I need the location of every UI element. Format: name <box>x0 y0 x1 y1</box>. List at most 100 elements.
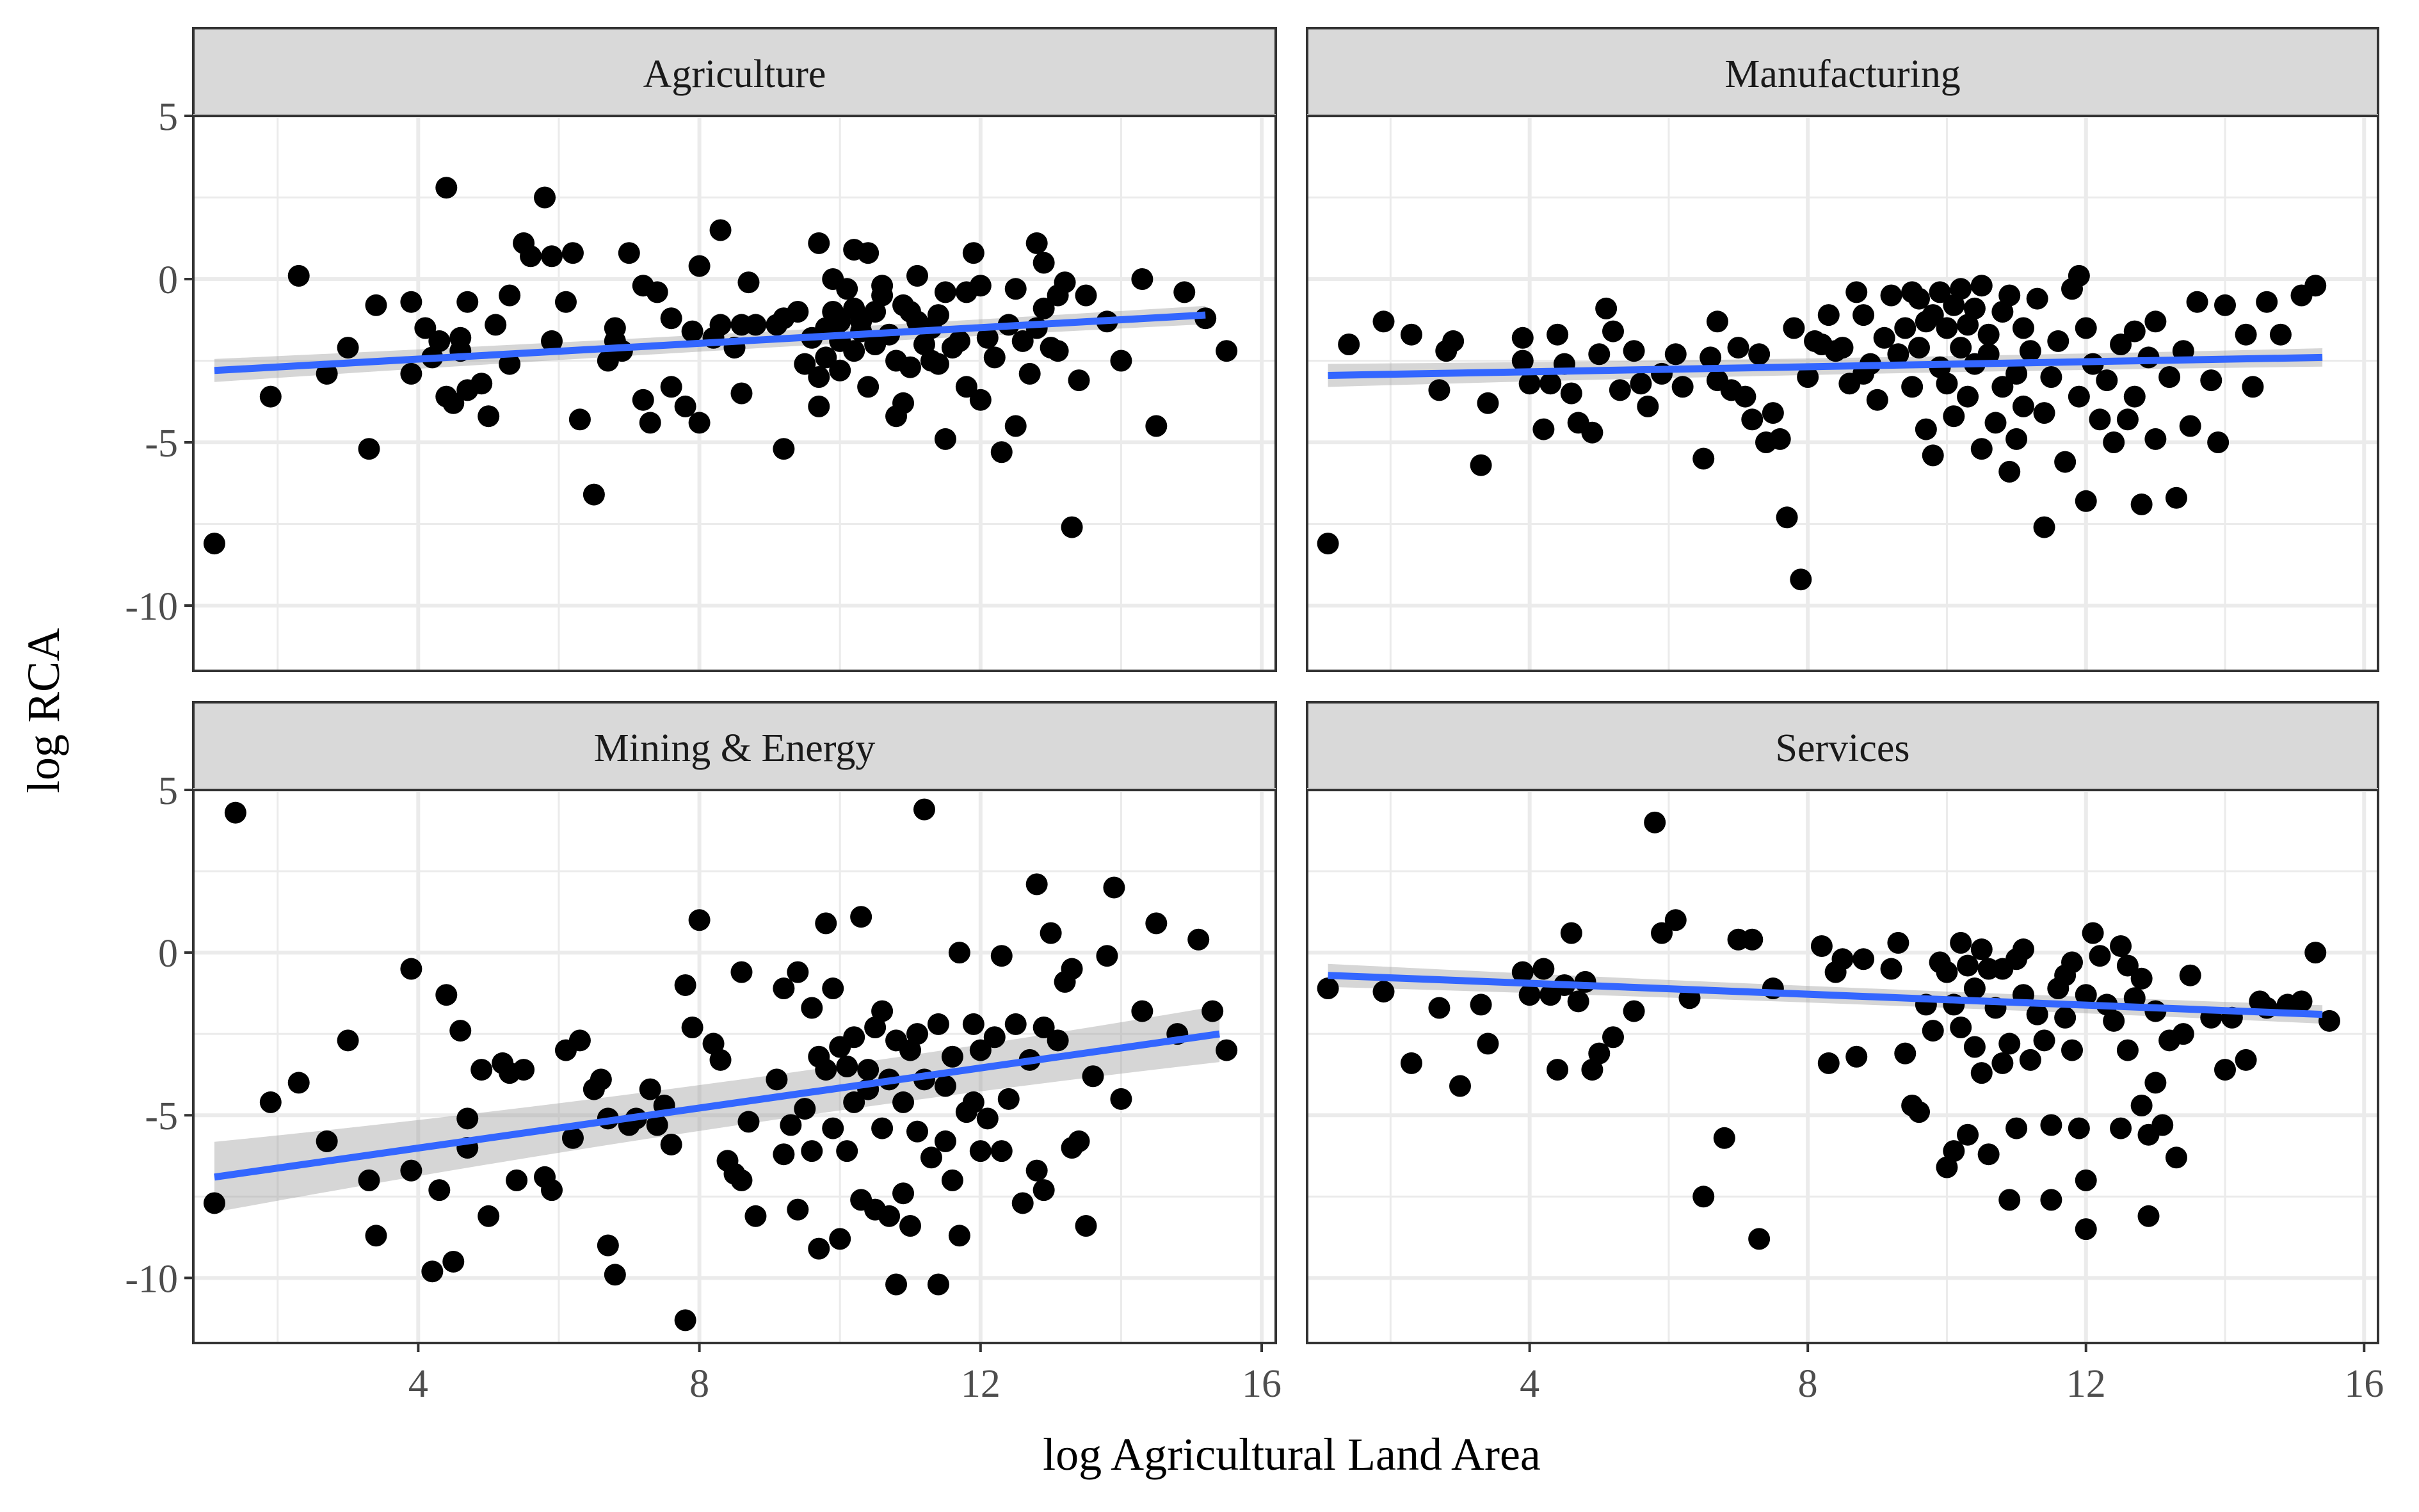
data-point <box>934 1130 956 1152</box>
data-point <box>1970 438 1993 460</box>
data-point <box>2012 395 2034 417</box>
data-point <box>1977 323 2000 346</box>
data-point <box>1449 1075 1471 1097</box>
data-point <box>1004 1013 1027 1035</box>
data-point <box>534 186 556 209</box>
data-point <box>449 1020 472 1042</box>
data-point <box>1943 405 1965 428</box>
data-points <box>1317 264 2327 591</box>
data-point <box>1748 1228 1771 1250</box>
data-point <box>1894 317 1917 339</box>
data-point <box>1991 376 2014 398</box>
data-point <box>259 385 282 408</box>
data-point <box>836 1140 858 1162</box>
data-point <box>646 1114 668 1136</box>
data-point <box>913 334 935 355</box>
data-point <box>1602 1026 1624 1049</box>
facet-strip-label: Mining & Energy <box>594 727 876 770</box>
data-point <box>561 1127 584 1149</box>
data-point <box>2304 942 2327 964</box>
data-point <box>836 1056 858 1077</box>
data-point <box>1845 281 1868 303</box>
data-point <box>1532 418 1555 440</box>
data-point <box>1664 909 1687 931</box>
data-point <box>1852 948 1875 970</box>
data-point <box>470 1059 493 1081</box>
data-point <box>829 1228 851 1250</box>
data-point <box>2290 990 2313 1013</box>
x-tick-label: 16 <box>2344 1362 2384 1406</box>
data-point <box>1943 1140 1965 1162</box>
panel-mining-energy: Mining & Energy 5 0 -5 -10 4 8 12 16 <box>125 701 1282 1406</box>
data-point <box>639 1078 661 1100</box>
data-point <box>2026 1003 2048 1025</box>
data-point <box>590 1068 612 1091</box>
data-point <box>478 405 500 428</box>
data-point <box>1317 977 1339 1000</box>
data-point <box>1970 275 1993 297</box>
data-point <box>744 1205 767 1227</box>
data-point <box>1470 993 1492 1016</box>
data-point <box>927 304 949 326</box>
data-point <box>1998 1189 2021 1211</box>
data-point <box>780 1114 802 1136</box>
data-point <box>1852 304 1875 326</box>
data-point <box>794 1098 816 1120</box>
data-point <box>920 1146 942 1169</box>
data-point <box>400 362 422 385</box>
data-point <box>1998 460 2021 483</box>
data-point <box>934 428 956 450</box>
data-point <box>1216 1039 1238 1061</box>
data-point <box>1033 297 1055 319</box>
data-point <box>2123 385 2146 408</box>
panel-services: Services 4 8 12 16 <box>1306 701 2384 1406</box>
data-point <box>1880 958 1902 980</box>
data-point <box>990 945 1013 967</box>
data-point <box>983 346 1006 369</box>
data-point <box>1922 1020 1944 1042</box>
data-point <box>730 961 753 983</box>
data-point <box>934 281 956 303</box>
y-tick-label: -5 <box>145 422 178 465</box>
data-point <box>2019 1049 2041 1071</box>
data-point <box>2214 1059 2236 1081</box>
data-point <box>1957 314 1979 336</box>
data-point <box>787 961 809 983</box>
data-point <box>941 1169 963 1191</box>
data-point <box>1004 415 1027 437</box>
data-point <box>2144 1072 2167 1094</box>
data-point <box>829 359 851 382</box>
data-point <box>1518 373 1541 395</box>
data-point <box>428 1179 451 1202</box>
data-points <box>203 798 1238 1331</box>
data-point <box>1831 337 1854 359</box>
facet-strip <box>1306 27 2379 117</box>
data-point <box>1929 281 1951 303</box>
data-point <box>2130 1094 2153 1116</box>
data-point <box>843 1091 865 1113</box>
data-point <box>1372 981 1395 1003</box>
data-point <box>1025 1159 1048 1182</box>
data-point <box>730 382 753 405</box>
data-point <box>2075 1169 2097 1191</box>
data-point <box>1630 373 1652 395</box>
data-point <box>2005 428 2028 450</box>
data-point <box>822 977 844 1000</box>
data-point <box>871 275 894 297</box>
data-point <box>358 1169 380 1191</box>
data-point <box>442 1250 465 1273</box>
data-point <box>878 1205 901 1227</box>
data-point <box>470 373 493 395</box>
data-point <box>850 906 872 928</box>
data-point <box>1442 330 1465 352</box>
data-point <box>2061 951 2083 974</box>
data-point <box>688 255 711 277</box>
data-point <box>1477 392 1499 414</box>
data-point <box>2033 1029 2055 1052</box>
data-point <box>2096 369 2118 392</box>
data-point <box>2186 291 2208 313</box>
data-point <box>1609 379 1631 401</box>
data-point <box>660 307 682 330</box>
data-point <box>1011 1192 1034 1214</box>
data-point <box>815 346 837 369</box>
